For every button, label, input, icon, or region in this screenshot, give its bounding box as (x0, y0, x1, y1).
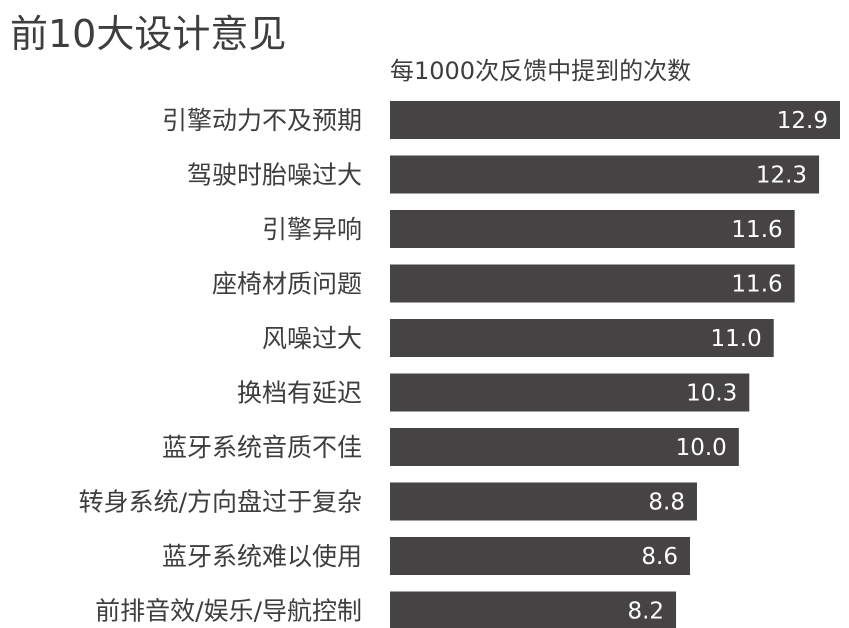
bar-value-label: 10.3 (686, 381, 737, 407)
category-label: 引擎异响 (262, 215, 362, 244)
category-label: 前排音效/娱乐/导航控制 (95, 597, 362, 626)
bar-1 (390, 101, 840, 139)
bar-value-label: 8.6 (641, 544, 678, 570)
category-label: 蓝牙系统难以使用 (162, 542, 362, 571)
category-label: 转身系统/方向盘过于复杂 (79, 488, 362, 517)
bar-3 (390, 210, 795, 248)
chart-subtitle: 每1000次反馈中提到的次数 (390, 57, 692, 85)
category-label: 换档有延迟 (237, 379, 362, 408)
chart-title: 前10大设计意见 (10, 12, 287, 56)
bar-10 (390, 591, 677, 628)
category-label: 蓝牙系统音质不佳 (162, 433, 362, 462)
bar-value-label: 8.8 (648, 490, 685, 516)
bar-value-label: 10.0 (676, 435, 727, 461)
bar-4 (390, 264, 795, 303)
category-label: 引擎动力不及预期 (162, 106, 362, 135)
bar-6 (390, 373, 750, 412)
category-label: 座椅材质问题 (212, 270, 362, 299)
bar-value-label: 8.2 (627, 599, 664, 625)
bar-8 (390, 482, 697, 521)
bar-value-label: 12.3 (756, 163, 807, 189)
bar-value-label: 11.0 (711, 326, 762, 352)
category-label: 风噪过大 (262, 324, 362, 353)
bar-9 (390, 537, 690, 575)
bar-2 (390, 155, 820, 194)
bar-value-label: 11.6 (731, 272, 782, 298)
category-label: 驾驶时胎噪过大 (187, 161, 362, 190)
bar-value-label: 11.6 (731, 217, 782, 243)
bar-value-label: 12.9 (777, 108, 828, 134)
bar-5 (390, 319, 774, 357)
bar-7 (390, 428, 739, 466)
